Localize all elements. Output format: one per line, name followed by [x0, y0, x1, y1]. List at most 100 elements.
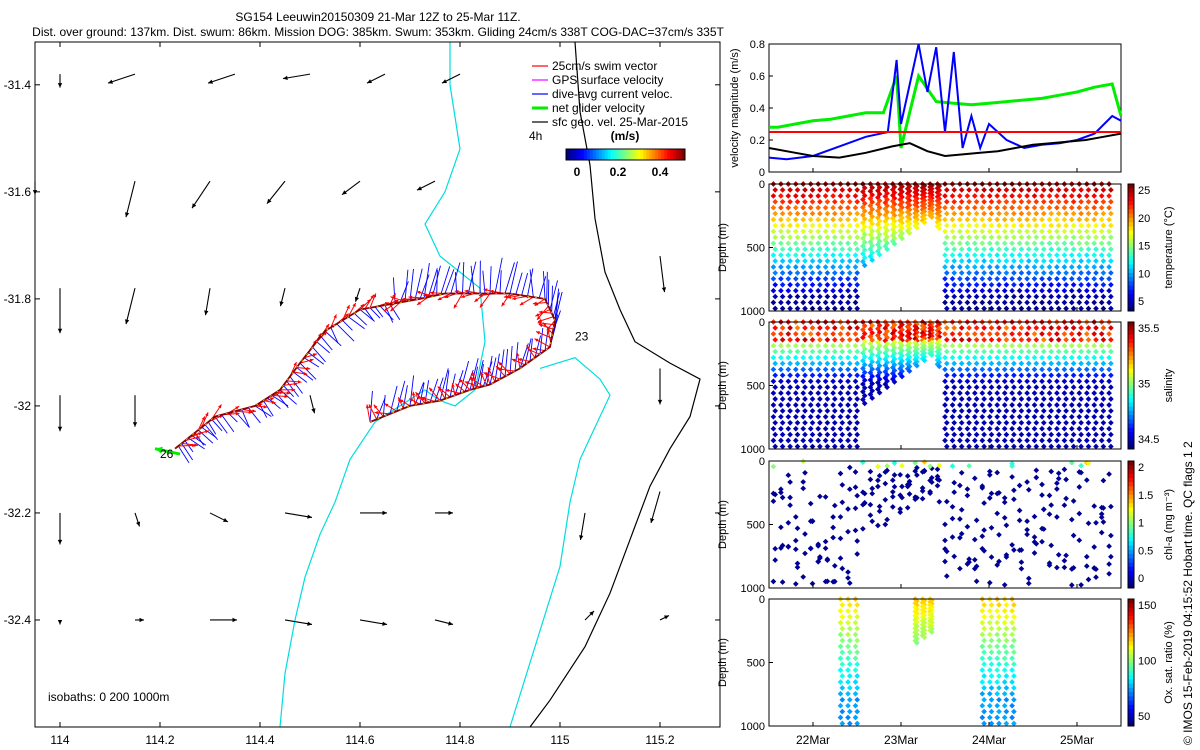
- temperature-point: [822, 287, 829, 294]
- temperature-point: [824, 198, 831, 205]
- salinity-point: [809, 348, 816, 355]
- salinity-point: [1016, 425, 1023, 432]
- swim-vector-head: [416, 396, 421, 400]
- colorbar-swatch: [667, 149, 671, 160]
- temperature-point: [831, 258, 838, 264]
- temperature-point: [802, 270, 808, 276]
- temperature-point: [817, 210, 823, 217]
- salinity-point: [1093, 408, 1099, 414]
- temperature-point: [807, 228, 814, 235]
- oxygen-point: [1003, 661, 1010, 668]
- chla-point: [1001, 499, 1008, 506]
- salinity-point: [996, 408, 1002, 414]
- oxygen-point: [1011, 602, 1017, 608]
- dac-vector: [464, 369, 474, 392]
- temperature-point: [845, 252, 851, 258]
- salinity-point: [860, 373, 866, 380]
- salinity-point: [986, 437, 993, 444]
- chla-point: [1098, 514, 1105, 521]
- chla-point: [949, 534, 956, 540]
- salinity-point: [996, 419, 1002, 426]
- temperature-point: [807, 275, 814, 282]
- salinity-point: [845, 390, 851, 396]
- temperature-point: [973, 234, 980, 241]
- temperature-point: [942, 287, 948, 294]
- geo-vector-head: [367, 79, 372, 84]
- chla-point: [869, 485, 876, 492]
- chla-point: [988, 490, 995, 497]
- oxygen-colorbar-swatch: [1128, 692, 1134, 697]
- salinity-point: [994, 402, 1001, 408]
- velocity-ytick-label: 0.8: [750, 39, 765, 51]
- chla-colorbar-swatch: [1128, 537, 1134, 542]
- legend-entry-geo: sfc geo. vel. 25-Mar-2015: [532, 115, 688, 129]
- salinity-point: [1016, 437, 1023, 444]
- temperature-point: [971, 240, 978, 247]
- temperature-point: [822, 275, 829, 282]
- temperature-point: [1055, 258, 1062, 264]
- salinity-point: [979, 402, 986, 408]
- colorbar-swatch: [649, 149, 653, 160]
- oxygen-point: [846, 685, 853, 691]
- temperature-point: [809, 270, 816, 276]
- oxygen-point: [1001, 714, 1008, 721]
- oxygen-colorbar-swatch: [1128, 662, 1134, 668]
- salinity-colorbar-swatch: [1128, 330, 1134, 336]
- salinity-point: [1055, 431, 1062, 438]
- salinity-point: [958, 431, 965, 438]
- temperature-point: [839, 270, 846, 276]
- salinity-point: [1018, 348, 1025, 355]
- temperature-point: [860, 235, 866, 242]
- salinity-point: [837, 390, 844, 396]
- chla-point: [779, 494, 786, 501]
- temperature-point: [807, 264, 814, 270]
- dac-vector: [214, 416, 228, 434]
- temperature-point: [1098, 228, 1105, 235]
- temperature-point: [1039, 264, 1045, 270]
- dac-vector: [374, 306, 384, 318]
- oxygen-point: [994, 643, 1001, 650]
- temperature-point: [824, 258, 831, 264]
- salinity-point: [996, 336, 1002, 343]
- chla-ylabel: Depth (m): [717, 500, 729, 549]
- temperature-point: [957, 240, 963, 247]
- colorbar-swatch: [601, 149, 606, 160]
- salinity-point: [1048, 360, 1055, 367]
- temperature-point: [1108, 222, 1114, 229]
- chla-point: [1009, 474, 1015, 480]
- chla-colorbar-swatch: [1128, 532, 1134, 538]
- temperature-point: [861, 200, 868, 207]
- chla-point: [822, 578, 829, 585]
- colorbar-swatch: [566, 149, 570, 160]
- oxygen-colorbar-swatch: [1128, 654, 1134, 659]
- temperature-point: [964, 204, 971, 211]
- salinity-colorbar-swatch: [1128, 326, 1134, 331]
- swim-vector-head: [374, 411, 379, 415]
- oxygen-point: [988, 649, 995, 656]
- salinity-point: [861, 330, 868, 337]
- salinity-point: [830, 366, 836, 373]
- dac-vector: [312, 346, 326, 363]
- oxygen-point: [996, 696, 1002, 703]
- chla-point: [867, 476, 874, 483]
- chla-point: [934, 473, 941, 480]
- chla-point: [899, 494, 905, 501]
- oxygen-point: [839, 708, 846, 715]
- temperature-point: [824, 305, 831, 312]
- temperature-point: [943, 258, 950, 264]
- temperature-point: [785, 287, 792, 294]
- salinity-point: [1070, 443, 1077, 450]
- temperature-point: [958, 281, 965, 288]
- salinity-point: [854, 336, 861, 343]
- salinity-point: [1033, 443, 1040, 450]
- oxygen-point: [846, 661, 853, 668]
- salinity-point: [964, 390, 971, 396]
- temperature-point: [1068, 204, 1075, 211]
- salinity-point: [831, 408, 838, 414]
- chla-point: [981, 547, 987, 554]
- chla-point: [882, 521, 889, 528]
- legend-entry-gps: GPS surface velocity: [532, 73, 663, 87]
- chla-point: [1063, 495, 1069, 502]
- swim-vector-head: [293, 362, 297, 366]
- salinity-point: [817, 372, 823, 379]
